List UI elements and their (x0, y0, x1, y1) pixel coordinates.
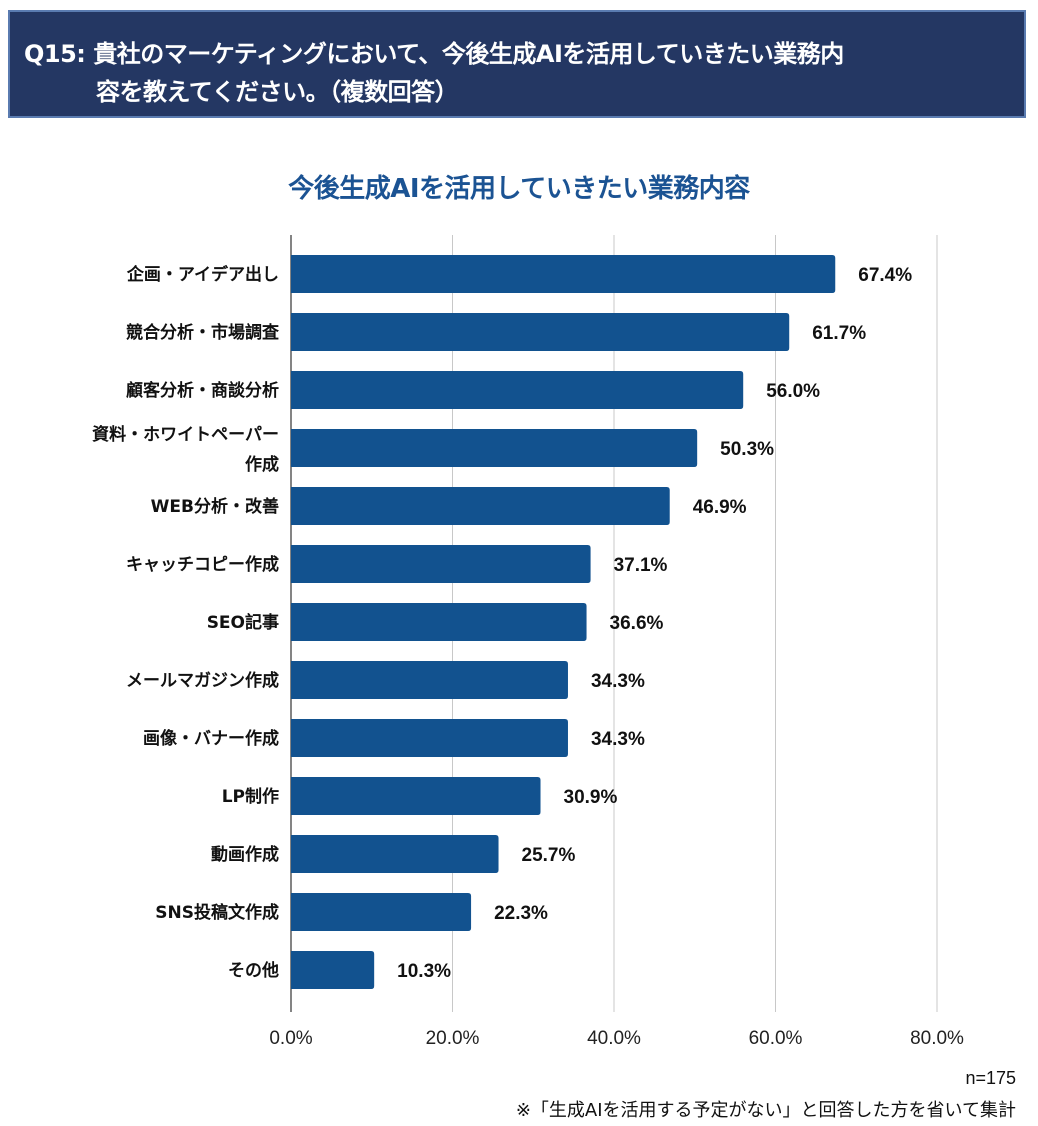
bar (291, 893, 472, 931)
sample-size-note: n=175 (965, 1068, 1016, 1088)
question-text-line-1: Q15: 貴社のマーケティングにおいて、今後生成AIを活用していきたい業務内 (24, 40, 844, 68)
category-label: 作成 (245, 454, 279, 475)
value-label: 50.3% (720, 439, 774, 460)
bar (291, 429, 698, 467)
bar (291, 371, 744, 409)
category-label: 顧客分析・商談分析 (126, 380, 279, 401)
x-tick-label: 80.0% (910, 1028, 964, 1049)
bar (291, 487, 670, 525)
value-label: 61.7% (812, 323, 866, 344)
category-label: 競合分析・市場調査 (126, 322, 280, 343)
x-tick-label: 0.0% (269, 1028, 312, 1049)
value-label: 34.3% (591, 729, 645, 750)
bar (291, 777, 541, 815)
bar (291, 951, 375, 989)
value-label: 10.3% (397, 961, 451, 982)
category-label: WEB分析・改善 (151, 496, 279, 517)
value-label: 22.3% (494, 903, 548, 924)
bar (291, 313, 790, 351)
footnote: ※「生成AIを活用する予定がない」と回答した方を省いて集計 (515, 1100, 1016, 1121)
category-label: その他 (228, 960, 279, 981)
x-tick-label: 40.0% (587, 1028, 641, 1049)
x-tick-label: 20.0% (426, 1028, 480, 1049)
category-label: SEO記事 (207, 612, 279, 633)
question-text-line-2: 容を教えてください。（複数回答） (96, 78, 459, 106)
category-label: キャッチコピー作成 (126, 554, 279, 575)
bar (291, 603, 587, 641)
value-label: 34.3% (591, 671, 645, 692)
category-label: LP制作 (222, 786, 279, 807)
category-label: メールマガジン作成 (126, 670, 279, 691)
value-label: 67.4% (858, 265, 912, 286)
chart-title: 今後生成AIを活用していきたい業務内容 (288, 174, 750, 204)
value-label: 30.9% (564, 787, 618, 808)
bar (291, 545, 591, 583)
value-label: 56.0% (766, 381, 820, 402)
bar (291, 255, 836, 293)
value-label: 36.6% (610, 613, 664, 634)
category-label: 企画・アイデア出し (126, 264, 279, 285)
question-header: Q15: 貴社のマーケティングにおいて、今後生成AIを活用していきたい業務内 容… (8, 10, 1026, 118)
value-label: 25.7% (522, 845, 576, 866)
bar (291, 661, 568, 699)
category-label: 画像・バナー作成 (143, 728, 279, 749)
category-label: SNS投稿文作成 (155, 902, 279, 923)
x-tick-label: 60.0% (749, 1028, 803, 1049)
value-label: 37.1% (614, 555, 668, 576)
bar (291, 835, 499, 873)
category-label: 資料・ホワイトペーパー (92, 424, 279, 445)
category-label: 動画作成 (211, 844, 279, 865)
bar (291, 719, 568, 757)
value-label: 46.9% (693, 497, 747, 518)
